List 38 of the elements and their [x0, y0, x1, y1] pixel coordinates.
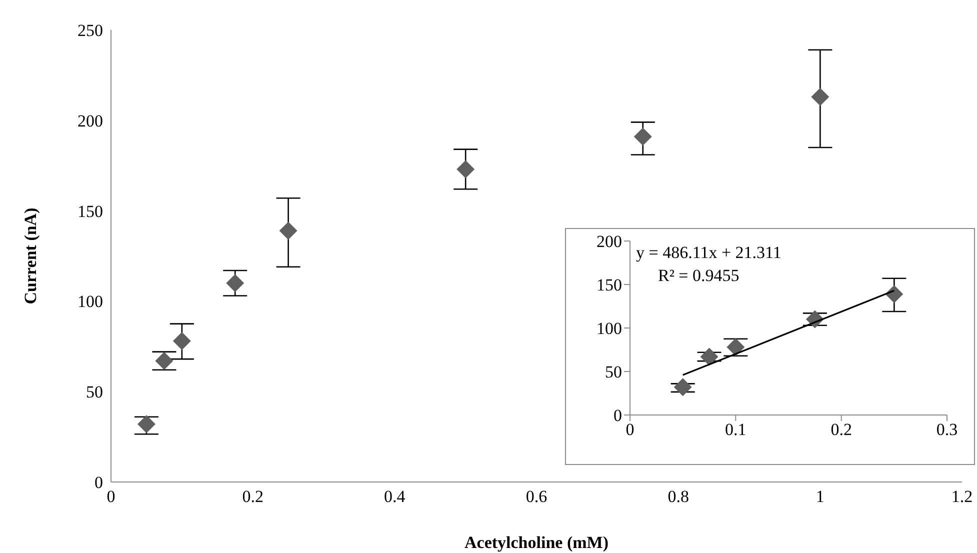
point — [279, 222, 298, 240]
x-tick-label: 0 — [626, 420, 634, 440]
x-tick-label: 1 — [816, 487, 824, 506]
point — [700, 348, 718, 366]
point — [172, 332, 191, 350]
point — [456, 160, 475, 178]
y-tick-label: 50 — [86, 382, 103, 402]
point — [155, 352, 174, 370]
x-tick-label: 0.8 — [668, 487, 689, 506]
point — [726, 338, 745, 356]
y-tick-label: 200 — [596, 232, 622, 252]
x-tick-label: 0.6 — [526, 487, 548, 506]
y-tick-label: 150 — [78, 202, 103, 221]
point — [137, 415, 156, 434]
x-tick-label: 0.2 — [242, 487, 264, 506]
point — [674, 378, 692, 396]
y-tick-label: 200 — [78, 111, 103, 130]
y-axis-title: Current (nA) — [21, 208, 40, 304]
y-tick-label: 50 — [605, 362, 622, 382]
y-tick-label: 0 — [614, 406, 622, 426]
x-axis-title: Acetylcholine (mM) — [464, 533, 608, 552]
y-tick-label: 150 — [596, 276, 622, 295]
x-tick-label: 0.3 — [936, 420, 958, 440]
y-tick-label: 250 — [78, 21, 103, 40]
y-tick-label: 100 — [78, 292, 103, 312]
point — [634, 128, 652, 146]
annotation: y = 486.11x + 21.311 — [636, 243, 782, 263]
x-tick-label: 0.4 — [384, 487, 406, 506]
point — [885, 285, 904, 304]
point — [226, 274, 244, 292]
y-tick-label: 100 — [596, 319, 622, 338]
annotation: R² = 0.9455 — [658, 266, 740, 286]
x-tick-label: 1.2 — [951, 487, 973, 506]
point — [811, 88, 830, 106]
y-tick-label: 0 — [94, 473, 103, 492]
x-tick-label: 0.1 — [725, 420, 746, 440]
x-tick-label: 0.2 — [830, 420, 852, 440]
x-tick-label: 0 — [106, 487, 116, 506]
